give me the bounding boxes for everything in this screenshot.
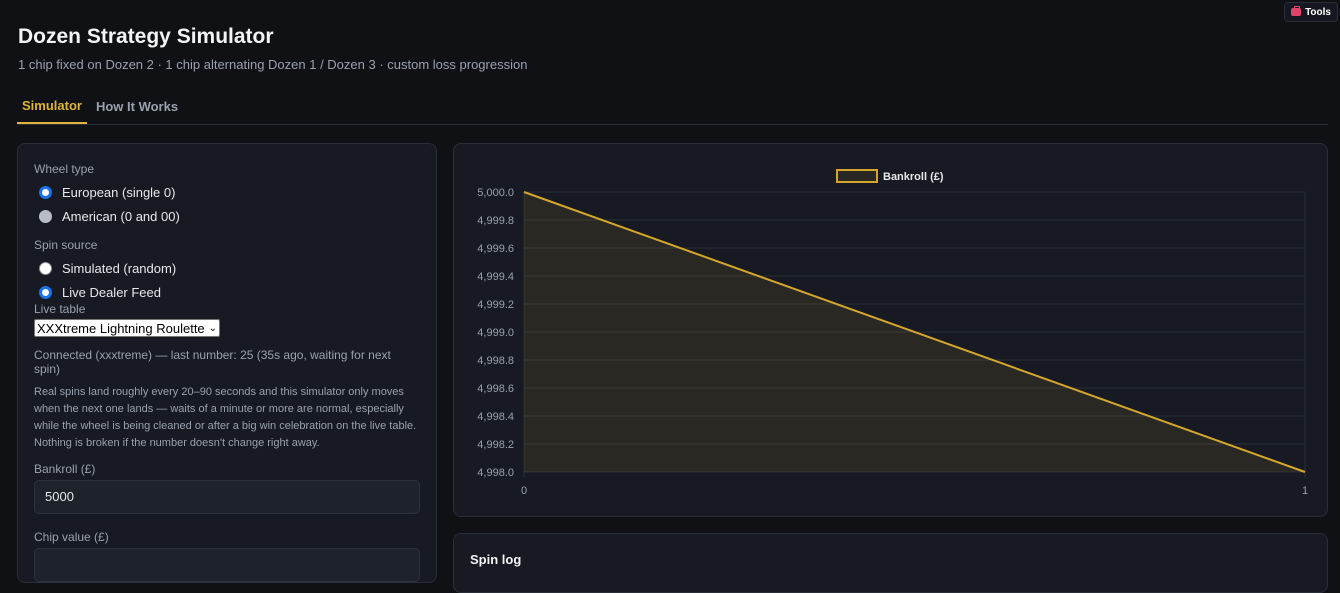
page-subtitle: 1 chip fixed on Dozen 2 · 1 chip alterna… (18, 57, 528, 72)
wheel-european-label: European (single 0) (62, 184, 176, 200)
spin-simulated-label: Simulated (random) (62, 260, 177, 276)
spin-live-label: Live Dealer Feed (62, 284, 161, 300)
chip-value-label: Chip value (£) (34, 529, 109, 544)
bankroll-input[interactable]: 5000 (34, 479, 420, 514)
live-table-selected: XXXtreme Lightning Roulette (37, 320, 205, 336)
tab-simulator[interactable]: Simulator (17, 88, 87, 124)
spin-simulated-option[interactable]: Simulated (random) (34, 256, 420, 280)
spin-live-option[interactable]: Live Dealer Feed (34, 280, 420, 304)
spin-log-title: Spin log (470, 552, 522, 567)
wheel-american-radio[interactable] (39, 209, 52, 223)
y-tick-label: 4,999.8 (477, 215, 514, 227)
y-tick-label: 4,998.2 (477, 439, 514, 451)
legend-label: Bankroll (£) (883, 171, 944, 183)
y-tick-label: 4,999.0 (477, 327, 514, 339)
bankroll-label: Bankroll (£) (34, 461, 96, 476)
x-tick-label: 1 (1302, 485, 1308, 497)
legend-swatch (836, 169, 878, 183)
y-tick-label: 4,999.4 (477, 271, 514, 283)
x-tick-label: 0 (521, 485, 527, 497)
page-title: Dozen Strategy Simulator (18, 25, 274, 48)
y-tick-label: 4,999.6 (477, 243, 514, 255)
chevron-down-icon: ⌄ (208, 322, 218, 334)
live-table-label: Live table (34, 302, 86, 316)
y-tick-label: 4,998.0 (477, 467, 514, 479)
y-tick-label: 4,999.2 (477, 299, 514, 311)
tools-button[interactable]: Tools (1284, 2, 1338, 22)
bankroll-chart-panel: 5,000.0 4,999.8 4,999.6 4,999.4 4,999.2 4,999… (453, 143, 1328, 517)
series-line (523, 191, 1306, 473)
chip-value-input[interactable] (34, 547, 420, 582)
tab-how-it-works[interactable]: How It Works (95, 98, 179, 114)
spin-live-radio[interactable] (39, 285, 52, 299)
y-tick-label: 4,998.8 (477, 355, 514, 367)
connection-status: Connected (xxxtreme) — last number: 25 (… (34, 347, 391, 376)
wheel-type-label: Wheel type (34, 162, 95, 176)
wheel-european-radio[interactable] (39, 185, 52, 199)
bankroll-chart: 5,000.0 4,999.8 4,999.6 4,999.4 4,999.2 4,999… (477, 169, 1308, 497)
controls-panel: Wheel type European (single 0) American … (17, 143, 437, 583)
live-feed-note: Real spins land roughly every 20–90 seco… (34, 385, 417, 449)
spin-simulated-radio[interactable] (39, 261, 52, 275)
spin-log-panel: Spin log (453, 533, 1328, 593)
spin-source-label: Spin source (34, 238, 98, 252)
wheel-european-option[interactable]: European (single 0) (34, 180, 420, 204)
wheel-american-option[interactable]: American (0 and 00) (34, 204, 420, 228)
y-tick-label: 4,998.6 (477, 383, 514, 395)
tools-label: Tools (1305, 6, 1331, 18)
y-tick-label: 5,000.0 (477, 187, 514, 199)
tab-bar: Simulator How It Works (17, 88, 1328, 125)
wheel-american-label: American (0 and 00) (62, 208, 180, 224)
y-tick-label: 4,998.4 (477, 411, 514, 423)
live-table-select[interactable]: XXXtreme Lightning Roulette ⌄ (34, 319, 221, 337)
toolbox-icon (1291, 6, 1302, 16)
